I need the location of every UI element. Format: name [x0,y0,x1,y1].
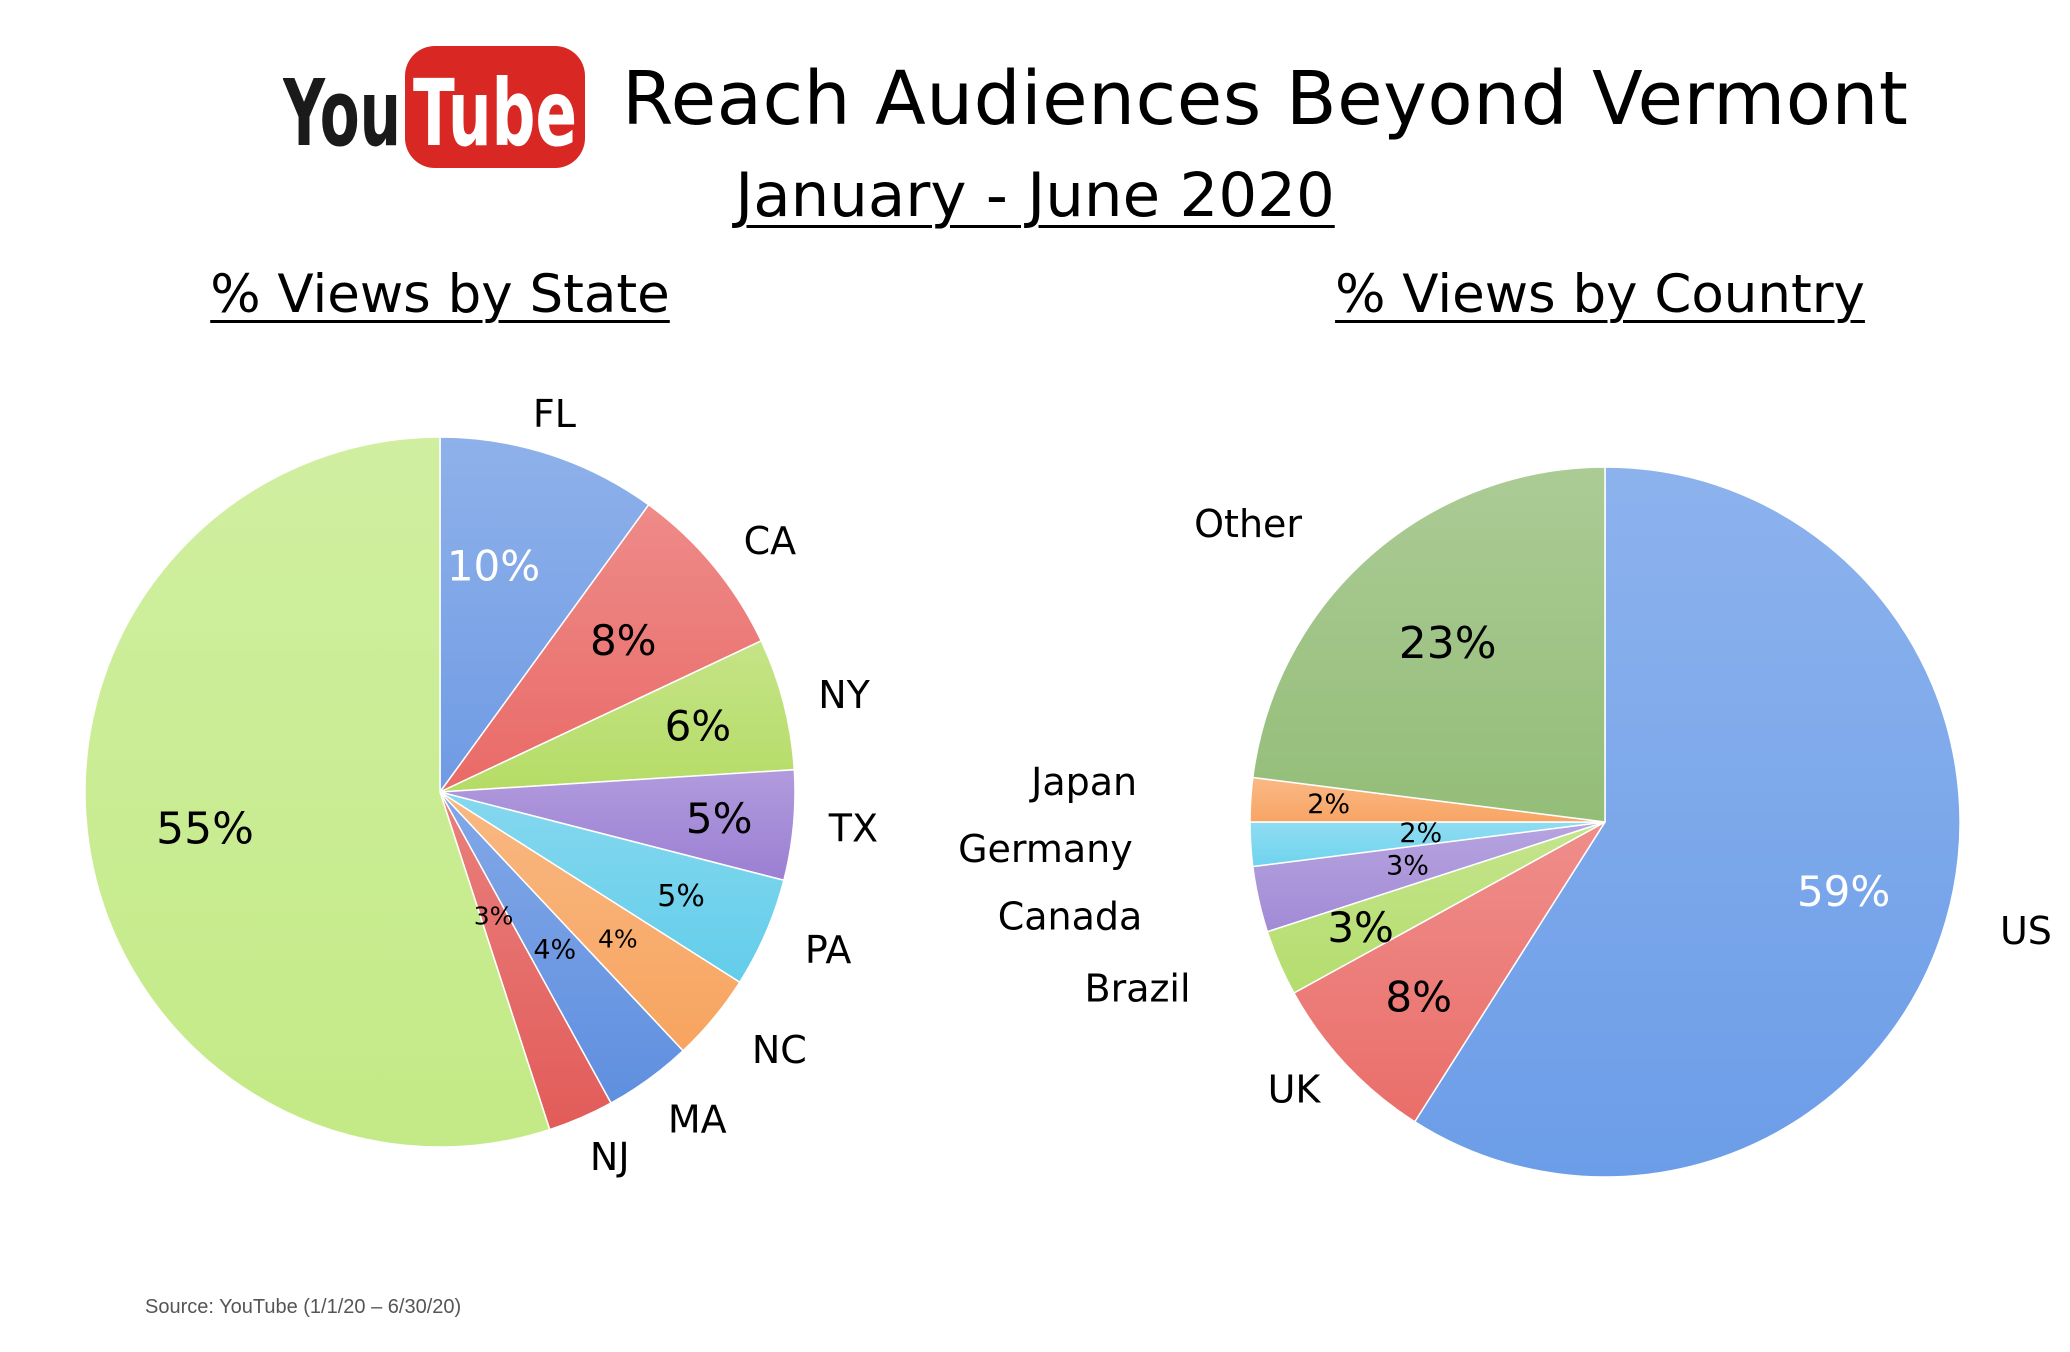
country-value-label-us: 59% [1797,867,1890,916]
state-category-label-nj: NJ [590,1135,630,1179]
country-category-label-other: Other [1194,502,1302,546]
youtube-logo-graphic: You Tube [282,46,585,168]
state-slice-ny [439,639,796,793]
state-value-label-tx: 5% [686,794,753,843]
youtube-logo-red-box [405,46,585,168]
country-category-label-us: US [2000,909,2052,953]
state-value-label-ma: 4% [533,934,576,965]
page-title: Reach Audiences Beyond Vermont [622,56,1909,142]
state-slice-other [84,436,551,1148]
state-value-label-pa: 5% [657,879,705,914]
page-subtitle: January - June 2020 [735,160,1335,231]
country-category-label-canada: Canada [998,894,1143,938]
country-value-label-japan: 2% [1307,789,1350,820]
state-value-label-other: 55% [156,804,254,855]
country-chart-title: % Views by Country [1335,264,1865,325]
state-value-label-fl: 10% [447,541,540,590]
country-value-label-canada: 3% [1386,851,1429,882]
state-slice-fl [439,436,650,795]
state-value-label-nj: 3% [474,901,514,930]
state-value-label-ny: 6% [665,701,732,750]
state-value-label-nc: 4% [598,925,638,954]
state-category-label-ny: NY [818,673,870,717]
country-slice-other [1251,466,1606,823]
country-value-label-germany: 2% [1399,818,1442,849]
state-category-label-pa: PA [805,928,851,972]
country-category-label-japan: Japan [1029,760,1137,804]
country-value-label-other: 23% [1399,618,1497,669]
source-note: Source: YouTube (1/1/20 – 6/30/20) [145,1296,462,1318]
country-category-label-uk: UK [1268,1067,1322,1111]
state-category-label-tx: TX [828,807,878,851]
state-slice-ca [439,503,763,793]
youtube-logo-word-tube: Tube [413,60,577,167]
country-value-label-brazil: 3% [1327,903,1394,952]
country-pie-slices [1249,466,1961,1178]
country-category-label-germany: Germany [958,827,1133,871]
country-category-label-brazil: Brazil [1085,966,1191,1010]
country-slice-uk [1292,821,1606,1123]
youtube-logo: You Tube [282,42,588,172]
state-chart-title: % Views by State [210,264,670,325]
state-category-label-nc: NC [752,1028,807,1072]
country-value-label-uk: 8% [1385,972,1452,1021]
state-category-label-ca: CA [744,519,797,563]
state-pie-slices [84,436,796,1148]
state-category-label-ma: MA [668,1097,727,1141]
country-slice-us [1413,466,1961,1178]
state-category-label-fl: FL [533,392,576,436]
youtube-logo-word-you: You [283,60,401,167]
state-value-label-ca: 8% [590,616,657,665]
